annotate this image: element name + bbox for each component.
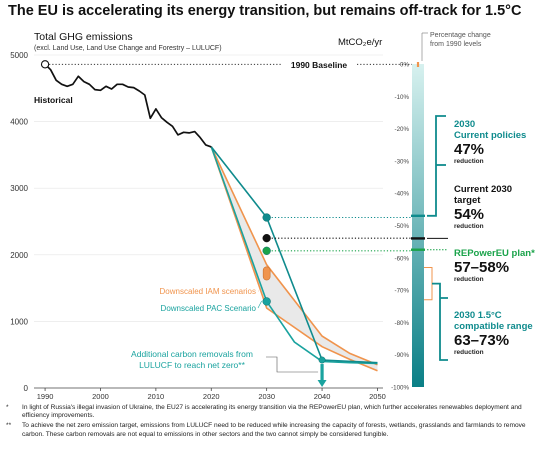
y-tick-label: 2000 (10, 251, 28, 260)
removals-annotation-1: Additional carbon removals from (131, 349, 253, 359)
pct-tick-label: -90% (395, 352, 410, 359)
callout-sub-range: reduction (454, 349, 484, 356)
historical-line (44, 63, 212, 148)
x-tick-label: 2050 (369, 392, 386, 400)
callout-value-target: 54% (454, 206, 484, 223)
series-layer (44, 63, 378, 372)
callout-value-repower: 57–58% (454, 259, 509, 276)
net-zero-point (318, 356, 326, 364)
callout-sub-target: reduction (454, 223, 484, 230)
connector-layer (49, 32, 448, 373)
callout-label-target: Current 2030 (454, 184, 512, 195)
marker-2030-current_policies (262, 213, 271, 222)
footnote-1: * In light of Russia's illegal invasion … (6, 404, 546, 420)
footnote-1-marker: * (6, 404, 9, 411)
pac-annotation: Downscaled PAC Scenario (161, 304, 257, 313)
marker-2030-target (262, 234, 271, 243)
removals-leader (266, 356, 319, 373)
y-tick-label: 5000 (10, 51, 28, 60)
marker-layer (40, 60, 327, 387)
y-tick-label: 3000 (10, 184, 28, 193)
callout-bracket-range (432, 282, 448, 361)
chart-title: Total GHG emissions (34, 31, 133, 43)
callout-bracket-current_policies (427, 115, 446, 217)
callout-label-range: 2030 1.5°C (454, 310, 502, 321)
pct-tick-label: -70% (395, 288, 410, 295)
callout-label-current_policies: 2030 (454, 119, 475, 130)
pct-tick-label: -10% (395, 94, 410, 101)
grid-layer (34, 54, 383, 322)
callout-label-repower: REPowerEU plan* (454, 248, 535, 259)
removals-annotation-2: LULUCF to reach net zero** (139, 360, 246, 370)
pct-tick-label: -100% (391, 385, 409, 392)
x-tick-label: 2030 (258, 392, 275, 400)
iam-annotation: Downscaled IAM scenarios (160, 287, 256, 296)
baseline-label: 1990 Baseline (291, 60, 348, 70)
footnote-2: ** To achieve the net zero emission targ… (6, 422, 546, 438)
removal-arrow-head (317, 380, 327, 387)
callout-value-current_policies: 47% (454, 141, 484, 158)
callout-sub-current_policies: reduction (454, 158, 484, 165)
callout-label-range: compatible range (454, 321, 533, 332)
axes-layer: 0 1000 2000 3000 4000 5000 1990 2000 2010 2020 203… (10, 51, 386, 400)
pct-tick-label: -80% (395, 320, 410, 327)
footnote-1-text: In light of Russia's illegal invasion of… (22, 404, 522, 420)
y-tick-label: 4000 (10, 118, 28, 127)
x-tick-label: 2000 (92, 392, 109, 400)
x-tick-label: 2020 (203, 392, 220, 400)
marker-2030-repower (262, 246, 271, 255)
current-policies-line (210, 146, 378, 364)
iam-upper-line (210, 146, 378, 366)
iam-range-fill (211, 146, 378, 371)
pct-axis-title-2: from 1990 levels (430, 41, 482, 48)
footnote-2-marker: ** (6, 422, 12, 430)
y-tick-label: 1000 (10, 317, 28, 326)
x-tick-label: 2010 (148, 392, 165, 400)
x-tick-label: 2040 (314, 392, 331, 400)
pct-tick-label: -60% (395, 255, 410, 262)
marker-2030-pac (262, 297, 271, 306)
callout-label-current_policies: Current policies (454, 130, 526, 141)
historical-label: Historical (34, 95, 73, 105)
pct-tick-label: -50% (395, 223, 410, 230)
emissions-chart: 0 1000 2000 3000 4000 5000 1990 2000 2010 2020 203… (10, 31, 535, 400)
callout-label-target: target (454, 195, 481, 206)
page-title: The EU is accelerating its energy transi… (8, 3, 522, 19)
unit-label: MtCO₂e/yr (338, 37, 382, 48)
callout-sub-repower: reduction (454, 276, 484, 283)
iam-2030-range-marker (262, 266, 271, 281)
pct-tick-label: -40% (395, 191, 410, 198)
pct-tick-label: -30% (395, 158, 410, 165)
x-tick-label: 1990 (37, 392, 54, 400)
pct-tick-label: 0% (400, 62, 409, 69)
y-tick-label: 0 (24, 384, 29, 393)
percentage-bar-layer (411, 62, 425, 387)
pct-axis-title-1: Percentage change (430, 32, 491, 39)
pct-tick-label: -20% (395, 126, 410, 133)
footnotes: * In light of Russia's illegal invasion … (6, 404, 546, 441)
pac-annotation-leader (257, 300, 262, 309)
chart-subtitle: (excl. Land Use, Land Use Change and For… (34, 45, 222, 52)
range-bracket-orange (424, 266, 433, 301)
label-layer: Total GHG emissions (excl. Land Use, Land… (34, 31, 535, 392)
percentage-bar (412, 64, 424, 387)
callout-value-range: 63–73% (454, 332, 509, 349)
pac-line (210, 146, 378, 365)
iam-lower-line (210, 146, 378, 372)
baseline-point (40, 60, 50, 69)
iam-range-layer (211, 146, 378, 371)
footnote-2-text: To achieve the net zero emission target,… (22, 422, 526, 438)
